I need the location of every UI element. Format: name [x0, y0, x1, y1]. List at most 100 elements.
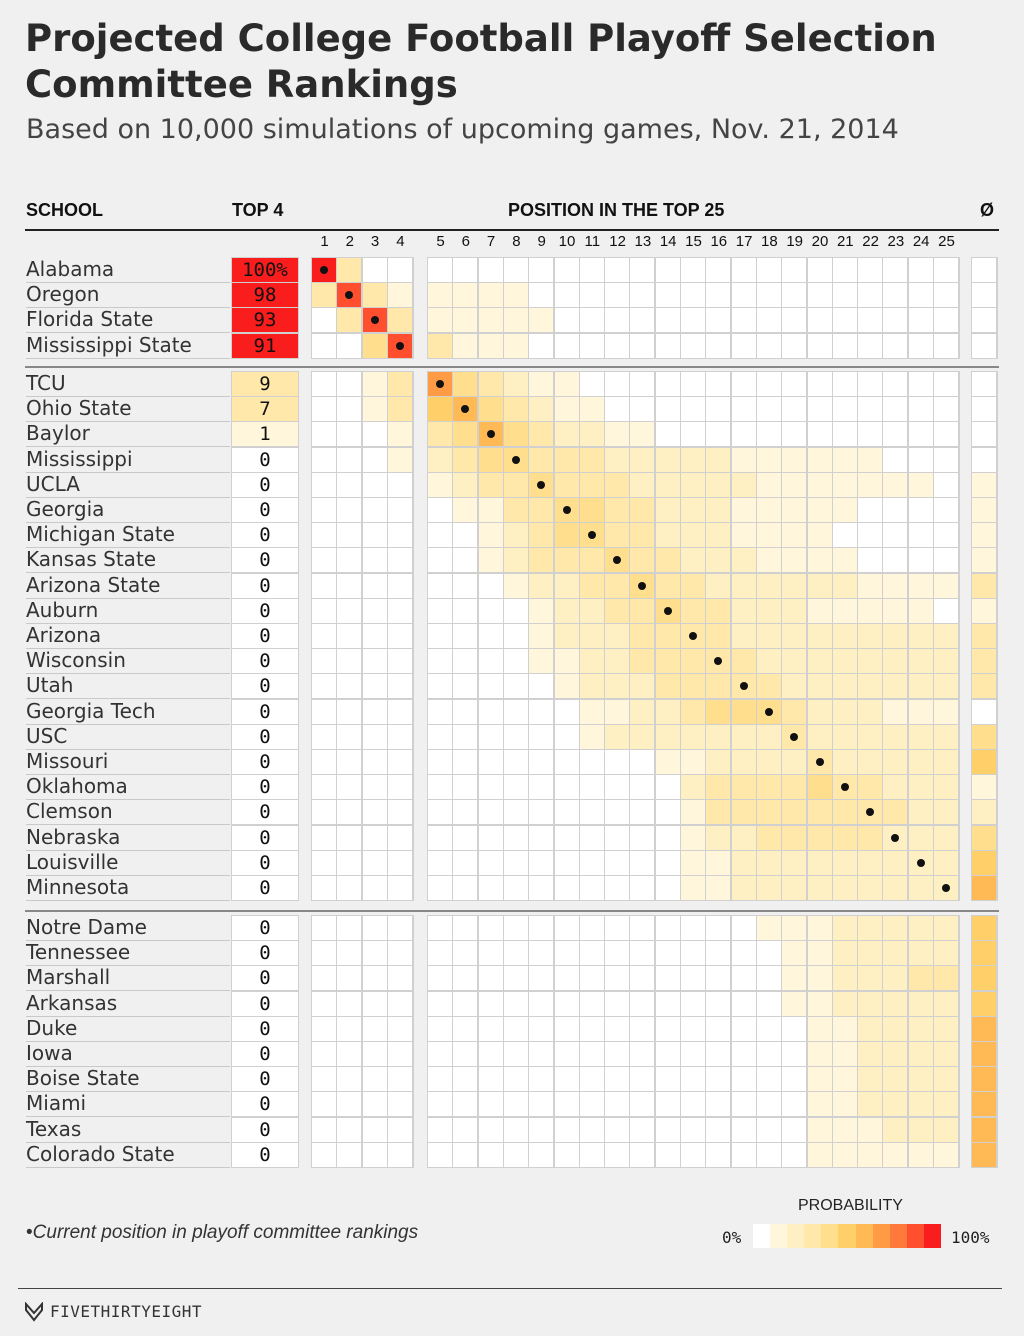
- heatmap-cell: [908, 750, 933, 774]
- heatmap-cell: [529, 825, 554, 850]
- heatmap-cell: [782, 825, 807, 850]
- heatmap-cell: [453, 699, 478, 724]
- school-name: Miami: [26, 1091, 230, 1118]
- heatmap-cell: [312, 876, 336, 900]
- current-position-dot-icon: •: [26, 1222, 33, 1243]
- heatmap-cell: [529, 699, 554, 724]
- heatmap-cell: [782, 1142, 807, 1167]
- heatmap-cell: [554, 523, 579, 548]
- heatmap-cell: [554, 472, 579, 497]
- heatmap-cell: [832, 523, 857, 548]
- heatmap-cell: [478, 308, 503, 333]
- heatmap-cell: [337, 916, 362, 940]
- heatmap-cell: [832, 283, 857, 308]
- top4-probability: 0: [232, 916, 298, 940]
- heatmap-cell: [832, 1092, 857, 1117]
- heatmap-cell: [706, 800, 731, 825]
- heatmap-cell: [605, 750, 630, 774]
- legend-swatch: [753, 1224, 771, 1248]
- heatmap-cell: [756, 850, 781, 875]
- heatmap-cell: [362, 1142, 387, 1167]
- heatmap-cell: [756, 498, 781, 522]
- heatmap-cell: [579, 624, 604, 648]
- heatmap-cell: [972, 548, 996, 573]
- heatmap-cell: [554, 825, 579, 850]
- heatmap-cell: [428, 472, 452, 497]
- heatmap-cell: [453, 422, 478, 447]
- heatmap-cell: [934, 308, 958, 333]
- heatmap-cell: [858, 1092, 883, 1117]
- heatmap-cell: [529, 447, 554, 472]
- heatmap-cell: [337, 724, 362, 749]
- heatmap-cell: [706, 825, 731, 850]
- heatmap-cell: [908, 800, 933, 825]
- position-axis-label: 20: [811, 233, 829, 250]
- heatmap-cell: [428, 724, 452, 749]
- heatmap-cell: [934, 800, 958, 825]
- legend-swatch: [838, 1224, 856, 1248]
- current-position-dot: [840, 783, 849, 792]
- heatmap-cell: [453, 991, 478, 1016]
- current-position-dot: [370, 316, 379, 325]
- heatmap-cell: [858, 876, 883, 900]
- heatmap-cell: [312, 966, 336, 991]
- heatmap-cell: [579, 649, 604, 674]
- heatmap-cell: [478, 372, 503, 396]
- heatmap-cell: [529, 624, 554, 648]
- heatmap-cell: [554, 941, 579, 966]
- heatmap-cell: [529, 1016, 554, 1041]
- position-axis-label: 12: [609, 233, 626, 250]
- heatmap-cell: [858, 674, 883, 699]
- heatmap-cell: [681, 916, 705, 940]
- top4-probability: 0: [232, 966, 298, 991]
- heatmap-cell: [934, 724, 958, 749]
- heatmap-cell: [630, 283, 655, 308]
- heatmap-cell: [579, 308, 604, 333]
- school-name: Boise State: [26, 1066, 230, 1093]
- heatmap-cell: [428, 1142, 452, 1167]
- heatmap-cell: [605, 699, 630, 724]
- heatmap-cell: [387, 1067, 412, 1092]
- heatmap-cell: [503, 333, 528, 358]
- brand-logo: FIVETHIRTYEIGHT: [50, 1302, 202, 1321]
- heatmap-cell: [807, 876, 832, 900]
- heatmap-cell: [503, 523, 528, 548]
- heatmap-cell: [554, 447, 579, 472]
- heatmap-cell: [782, 1092, 807, 1117]
- heatmap-cell: [832, 800, 857, 825]
- heatmap-cell: [453, 283, 478, 308]
- heatmap-cell: [807, 1092, 832, 1117]
- top4-probability: 0: [232, 1117, 298, 1142]
- heatmap-cell: [681, 598, 705, 623]
- heatmap-cell: [756, 991, 781, 1016]
- heatmap-cell: [529, 523, 554, 548]
- heatmap-cell: [529, 800, 554, 825]
- heatmap-cell: [681, 674, 705, 699]
- heatmap-cell: [312, 850, 336, 875]
- heatmap-cell: [478, 624, 503, 648]
- heatmap-cell: [605, 1067, 630, 1092]
- heatmap-cell: [883, 800, 908, 825]
- school-name: Mississippi State: [26, 333, 230, 359]
- top4-probability: 0: [232, 724, 298, 749]
- heatmap-cell: [337, 699, 362, 724]
- unranked-column-header: Ø: [980, 200, 995, 220]
- school-name: Mississippi: [26, 447, 230, 473]
- heatmap-cell: [807, 523, 832, 548]
- heatmap-cell: [387, 800, 412, 825]
- heatmap-cell: [605, 333, 630, 358]
- heatmap-cell: [529, 573, 554, 598]
- heatmap-cell: [972, 1092, 996, 1117]
- heatmap-cell: [337, 750, 362, 774]
- heatmap-cell: [387, 573, 412, 598]
- heatmap-cell: [756, 825, 781, 850]
- heatmap-cell: [756, 372, 781, 396]
- heatmap-cell: [756, 523, 781, 548]
- heatmap-cell: [706, 850, 731, 875]
- heatmap-cell: [883, 966, 908, 991]
- heatmap-cell: [387, 825, 412, 850]
- heatmap-cell: [554, 573, 579, 598]
- heatmap-cell: [605, 283, 630, 308]
- heatmap-cell: [756, 258, 781, 282]
- current-position-dot: [739, 682, 748, 691]
